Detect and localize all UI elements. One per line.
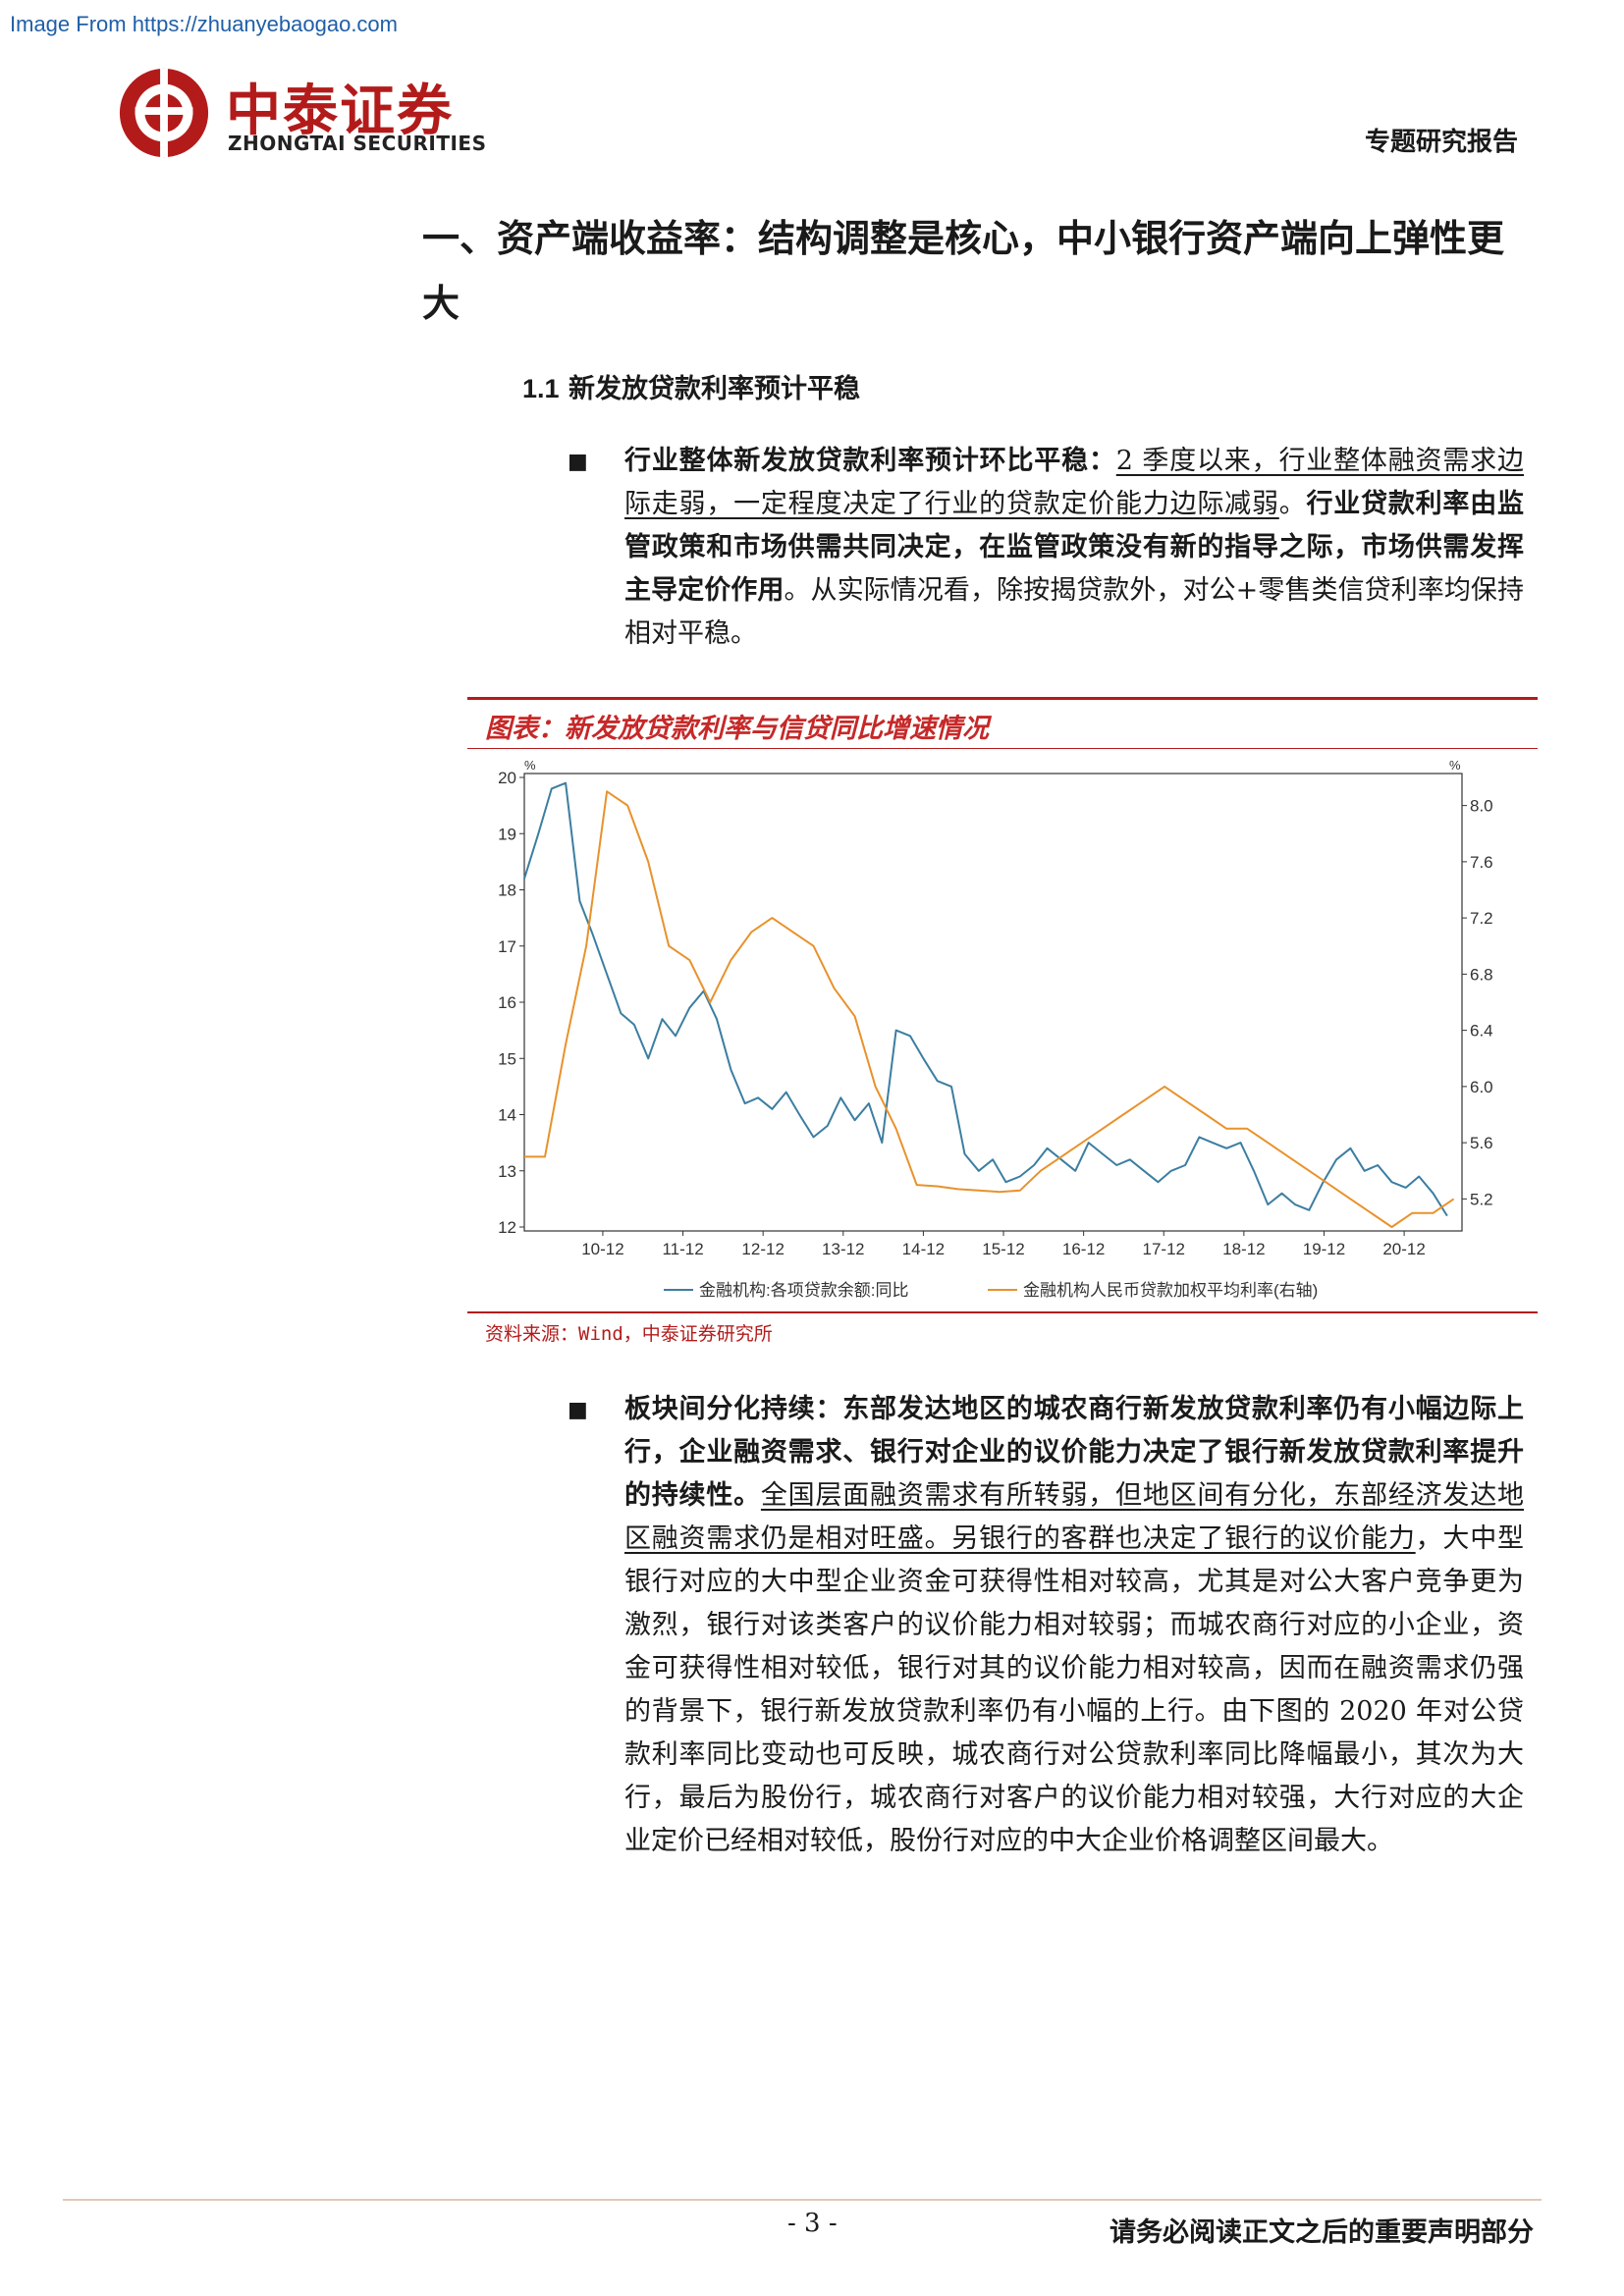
bullet-square-icon: ■ <box>568 450 588 474</box>
para1-bold-lead: 行业整体新发放贷款利率预计环比平稳： <box>624 446 1116 476</box>
x-tick-label: 12-12 <box>741 1240 784 1258</box>
subsection-text: 新发放贷款利率预计平稳 <box>568 374 860 404</box>
legend-label-loan-rate: 金融机构人民币贷款加权平均利率(右轴) <box>1023 1281 1318 1300</box>
para1-bold-mid: 行业贷款利率由监管政策和市场供需共同决定，在监管政策没有新的指导之际，市场供需发… <box>624 489 1524 606</box>
right-tick-label: 7.6 <box>1470 853 1493 872</box>
figure-title: 图表：新发放贷款利率与信贷同比增速情况 <box>485 714 989 744</box>
left-tick-label: 17 <box>498 937 516 956</box>
x-tick-label: 10-12 <box>581 1240 623 1258</box>
logo-emblem-icon <box>119 68 209 158</box>
logo-name-cn: 中泰证券 <box>226 80 454 143</box>
right-tick-label: 8.0 <box>1470 797 1493 816</box>
figure-top-rule <box>467 697 1538 700</box>
watermark-url: Image From https://zhuanyebaogao.com <box>10 12 398 36</box>
x-axis-ticks: 10-12 11-12 12-12 13-12 14-12 15-12 16-12 17-12… <box>581 1231 1426 1258</box>
right-tick-label: 5.2 <box>1470 1190 1493 1208</box>
right-tick-label: 6.4 <box>1470 1022 1493 1041</box>
chart-series <box>523 781 1455 1228</box>
footer-disclaimer: 请务必阅读正文之后的重要声明部分 <box>1110 2217 1534 2248</box>
left-tick-label: 20 <box>498 769 516 787</box>
left-axis-ticks: 12 13 14 15 16 17 18 19 20 <box>498 769 524 1237</box>
x-tick-label: 15-12 <box>982 1240 1024 1258</box>
page-number: - 3 - <box>787 2209 838 2238</box>
figure-bottom-rule <box>467 1311 1538 1313</box>
left-tick-label: 18 <box>498 881 516 900</box>
figure-source: 资料来源：Wind，中泰证券研究所 <box>485 1323 773 1345</box>
right-tick-label: 7.2 <box>1470 909 1493 928</box>
left-tick-label: 14 <box>498 1106 516 1125</box>
company-logo: 中泰证券 ZHONGTAI SECURITIES <box>116 65 489 163</box>
paragraph-1: 行业整体新发放贷款利率预计环比平稳：2 季度以来，行业整体融资需求边际走弱，一定… <box>624 440 1524 656</box>
x-tick-label: 16-12 <box>1062 1240 1105 1258</box>
right-tick-label: 6.0 <box>1470 1078 1493 1096</box>
x-tick-label: 11-12 <box>662 1240 703 1258</box>
para1-tail: 。从实际情况看，除按揭贷款外，对公+零售类信贷利率均保持相对平稳。 <box>624 575 1525 649</box>
series-line-1 <box>524 790 1455 1228</box>
x-tick-label: 17-12 <box>1143 1240 1185 1258</box>
left-tick-label: 16 <box>498 993 516 1012</box>
x-tick-label: 20-12 <box>1382 1240 1425 1258</box>
para2-bold-lead: 板块间分化持续：东部发达地区的城农商行新发放贷款利率仍有小幅边际上行，企业融资需… <box>624 1394 1524 1511</box>
chart-legend: 金融机构:各项贷款余额:同比 金融机构人民币贷款加权平均利率(右轴) <box>664 1281 1318 1300</box>
para2-underlined: 全国层面融资需求有所转弱，但地区间有分化，东部经济发达地区融资需求仍是相对旺盛。… <box>624 1480 1524 1554</box>
left-tick-label: 12 <box>498 1218 516 1237</box>
paragraph-2: 板块间分化持续：东部发达地区的城农商行新发放贷款利率仍有小幅边际上行，企业融资需… <box>624 1388 1524 1863</box>
bullet-square-icon: ■ <box>568 1398 588 1422</box>
right-tick-label: 5.6 <box>1470 1134 1493 1152</box>
x-tick-label: 18-12 <box>1222 1240 1265 1258</box>
report-type: 专题研究报告 <box>1364 128 1518 157</box>
legend-label-loan-growth: 金融机构:各项贷款余额:同比 <box>699 1281 908 1300</box>
loan-rate-chart: % % 12 13 14 15 16 17 18 19 20 5.2 5.6 6.0 6.4 6.8 7.… <box>498 758 1493 1300</box>
x-tick-label: 14-12 <box>902 1240 945 1258</box>
right-axis-unit: % <box>1449 758 1461 773</box>
right-tick-label: 6.8 <box>1470 965 1493 984</box>
para1-underlined: 2 季度以来，行业整体融资需求边际走弱，一定程度决定了行业的贷款定价能力边际减弱 <box>624 446 1525 519</box>
right-axis-ticks: 5.2 5.6 6.0 6.4 6.8 7.2 7.6 8.0 <box>1462 797 1493 1208</box>
para1-sep: 。 <box>1278 489 1307 519</box>
left-tick-label: 13 <box>498 1162 516 1181</box>
subsection-number: 1.1 <box>522 374 560 403</box>
figure-title-rule <box>467 748 1538 749</box>
section-title: 一、资产端收益率：结构调整是核心，中小银行资产端向上弹性更大 <box>422 216 1505 325</box>
left-tick-label: 19 <box>498 825 516 843</box>
subsection-title: 1.1 新发放贷款利率预计平稳 <box>522 367 860 405</box>
left-tick-label: 15 <box>498 1049 516 1068</box>
x-tick-label: 19-12 <box>1303 1240 1345 1258</box>
left-axis-unit: % <box>524 758 536 773</box>
para2-tail: ，大中型银行对应的大中型企业资金可获得性相对较高，尤其是对公大客户竞争更为激烈，… <box>624 1523 1524 1856</box>
chart-plot-frame <box>523 773 1463 1232</box>
series-line-0 <box>523 781 1448 1217</box>
footer-rule <box>63 2199 1542 2201</box>
x-tick-label: 13-12 <box>822 1240 864 1258</box>
logo-name-en: ZHONGTAI SECURITIES <box>228 132 487 155</box>
